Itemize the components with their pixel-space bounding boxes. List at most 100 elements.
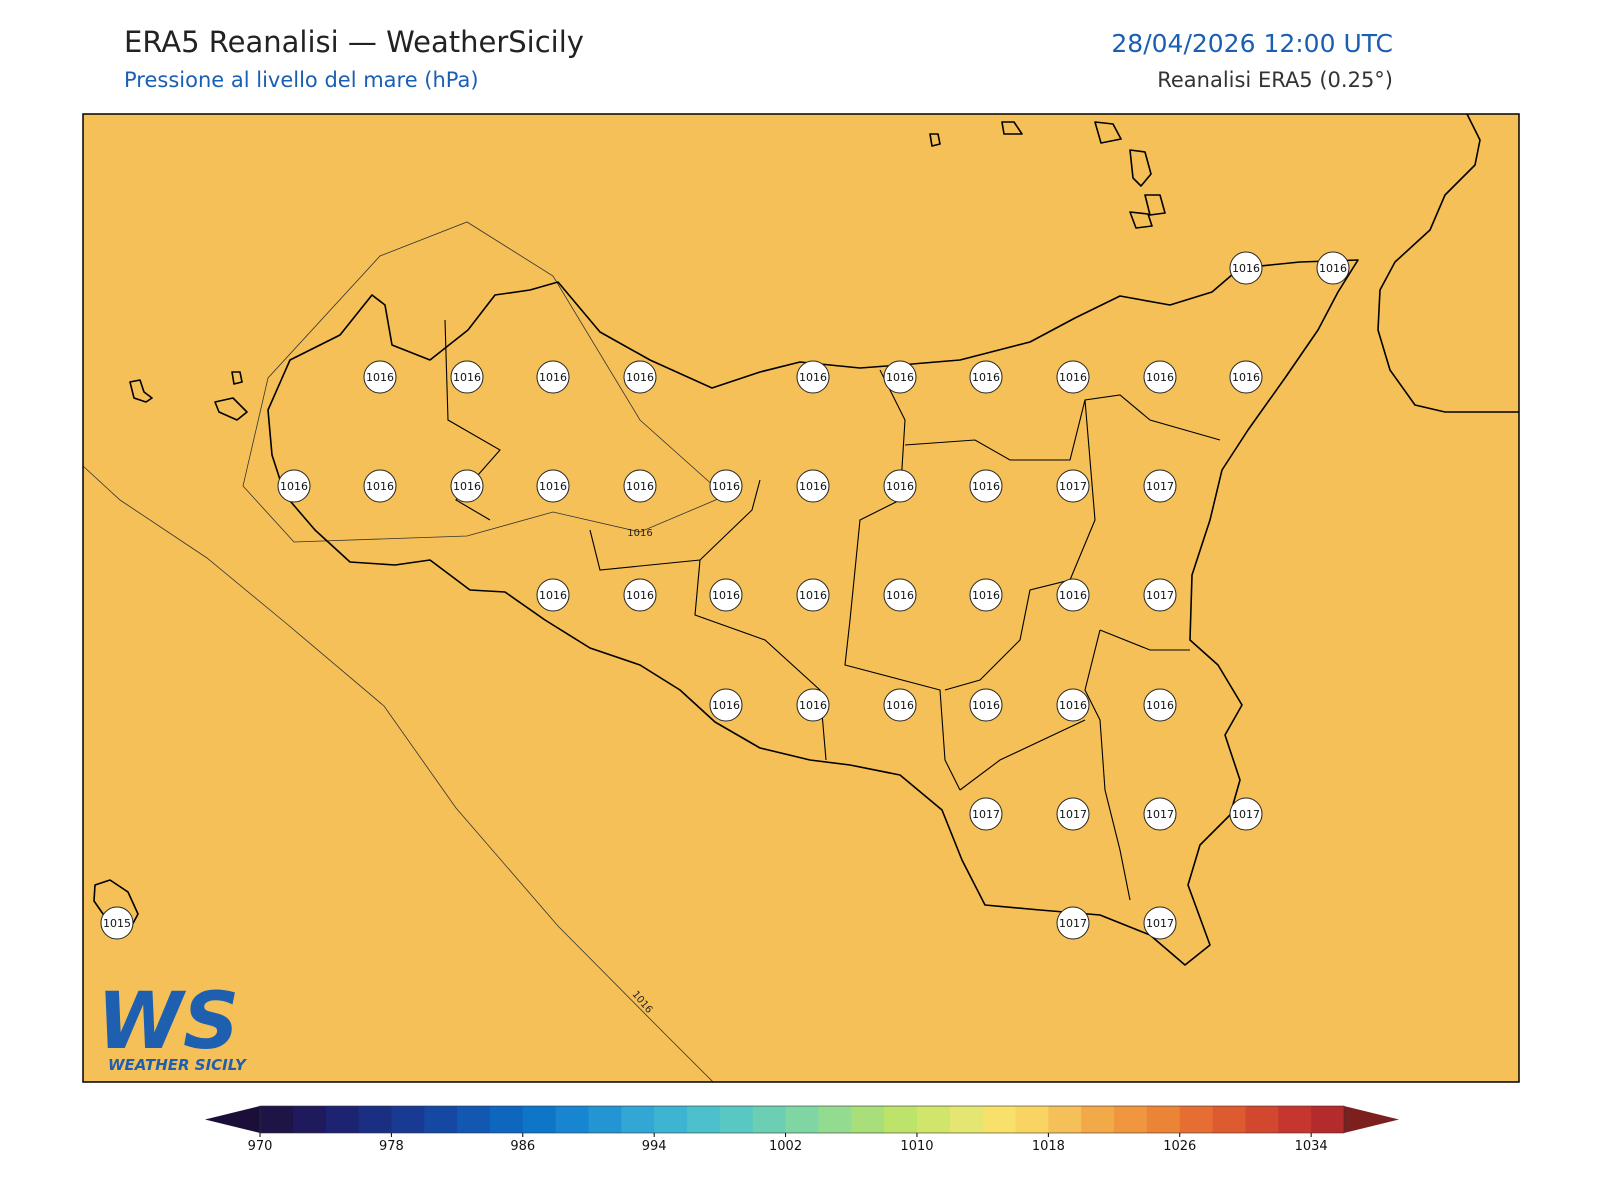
colorbar-tick-label: 1010	[900, 1139, 933, 1154]
colorbar-bin	[621, 1106, 655, 1133]
colorbar-tick-label: 1018	[1032, 1139, 1065, 1154]
station-value: 1016	[972, 371, 1000, 384]
colorbar-bin	[522, 1106, 557, 1133]
station-marker	[969, 360, 1003, 394]
station-marker	[536, 360, 570, 394]
station-value: 1017	[1059, 917, 1087, 930]
station-value: 1016	[712, 589, 740, 602]
colorbar-bin	[489, 1106, 524, 1133]
station-value: 1016	[799, 699, 827, 712]
colorbar-bin	[1048, 1106, 1082, 1133]
station-marker	[363, 360, 397, 394]
station-value: 1016	[1059, 589, 1087, 602]
colorbar-bin	[358, 1106, 392, 1133]
station-marker	[363, 469, 397, 503]
station-marker	[883, 469, 917, 503]
sicily-coast	[267, 259, 1359, 966]
station-value: 1016	[886, 371, 914, 384]
colorbar-bin	[982, 1106, 1017, 1133]
station-marker	[1056, 688, 1090, 722]
station-marker	[1316, 251, 1350, 285]
colorbar-bin	[719, 1106, 754, 1133]
map-frame	[82, 113, 1520, 1083]
station-value: 1016	[799, 480, 827, 493]
title: ERA5 Reanalisi — WeatherSicily	[124, 25, 584, 59]
colorbar-bin	[687, 1106, 721, 1133]
station-marker	[1143, 578, 1177, 612]
station-value: 1016	[972, 699, 1000, 712]
logo: WS WEATHER SICILY	[97, 977, 248, 1074]
station-marker	[709, 578, 743, 612]
station-value: 1016	[1232, 262, 1260, 275]
colorbar-bin	[916, 1106, 951, 1133]
station-value: 1017	[1146, 480, 1174, 493]
station-marker	[1056, 360, 1090, 394]
colorbar-tick-label: 986	[510, 1139, 535, 1154]
colorbar-bin	[1179, 1106, 1214, 1133]
station-marker	[100, 906, 134, 940]
station-value: 1016	[366, 480, 394, 493]
logo-mark: WS	[97, 977, 239, 1067]
station-marker	[277, 469, 311, 503]
source: Reanalisi ERA5 (0.25°)	[1157, 68, 1393, 92]
station-value: 1016	[539, 371, 567, 384]
station-marker	[969, 797, 1003, 831]
station-marker	[796, 469, 830, 503]
station-value: 1017	[1232, 808, 1260, 821]
station-value: 1016	[1146, 699, 1174, 712]
colorbar-bin	[851, 1106, 885, 1133]
station-marker	[536, 578, 570, 612]
station-value: 1016	[1232, 371, 1260, 384]
station-value: 1016	[453, 480, 481, 493]
colorbar-bin	[818, 1106, 852, 1133]
station-marker	[1143, 360, 1177, 394]
station-value: 1016	[1059, 371, 1087, 384]
station-value: 1016	[626, 589, 654, 602]
station-marker	[623, 578, 657, 612]
colorbar-tick-label: 970	[248, 1139, 273, 1154]
station-marker	[623, 360, 657, 394]
station-value: 1017	[972, 808, 1000, 821]
station-value: 1016	[799, 589, 827, 602]
colorbar-bin	[1311, 1106, 1345, 1133]
colorbar-bin	[654, 1106, 688, 1133]
colorbar-bin	[555, 1106, 589, 1133]
station-marker	[536, 469, 570, 503]
colorbar-bin	[424, 1106, 458, 1133]
station-marker	[796, 578, 830, 612]
station-value: 1017	[1146, 808, 1174, 821]
colorbar-bin	[1278, 1106, 1312, 1133]
colorbar-bin	[949, 1106, 984, 1133]
station-marker	[1056, 578, 1090, 612]
colorbar-bin	[260, 1106, 294, 1133]
station-value: 1016	[972, 480, 1000, 493]
datetime: 28/04/2026 12:00 UTC	[1111, 29, 1393, 58]
station-marker	[969, 688, 1003, 722]
colorbar-bin	[1114, 1106, 1148, 1133]
station-value: 1016	[1319, 262, 1347, 275]
colorbar-bin	[1015, 1106, 1049, 1133]
station-marker	[1143, 906, 1177, 940]
colorbar-tick-label: 994	[642, 1139, 667, 1154]
calabria-coast	[1377, 113, 1519, 413]
province-borders	[444, 319, 1221, 901]
station-value: 1016	[626, 480, 654, 493]
station-value: 1016	[280, 480, 308, 493]
station-marker	[969, 469, 1003, 503]
station-value: 1017	[1059, 808, 1087, 821]
station-value: 1016	[453, 371, 481, 384]
low-pressure-area	[242, 221, 726, 543]
colorbar-tick-label: 1002	[769, 1139, 802, 1154]
station-value: 1016	[1059, 699, 1087, 712]
islands	[93, 121, 1166, 930]
subtitle: Pressione al livello del mare (hPa)	[124, 68, 479, 92]
colorbar-frame	[259, 1105, 1345, 1134]
colorbar-over	[1344, 1106, 1399, 1133]
station-marker	[623, 469, 657, 503]
station-marker	[1143, 469, 1177, 503]
station-value: 1016	[712, 480, 740, 493]
station-marker	[709, 469, 743, 503]
station-value: 1016	[626, 371, 654, 384]
